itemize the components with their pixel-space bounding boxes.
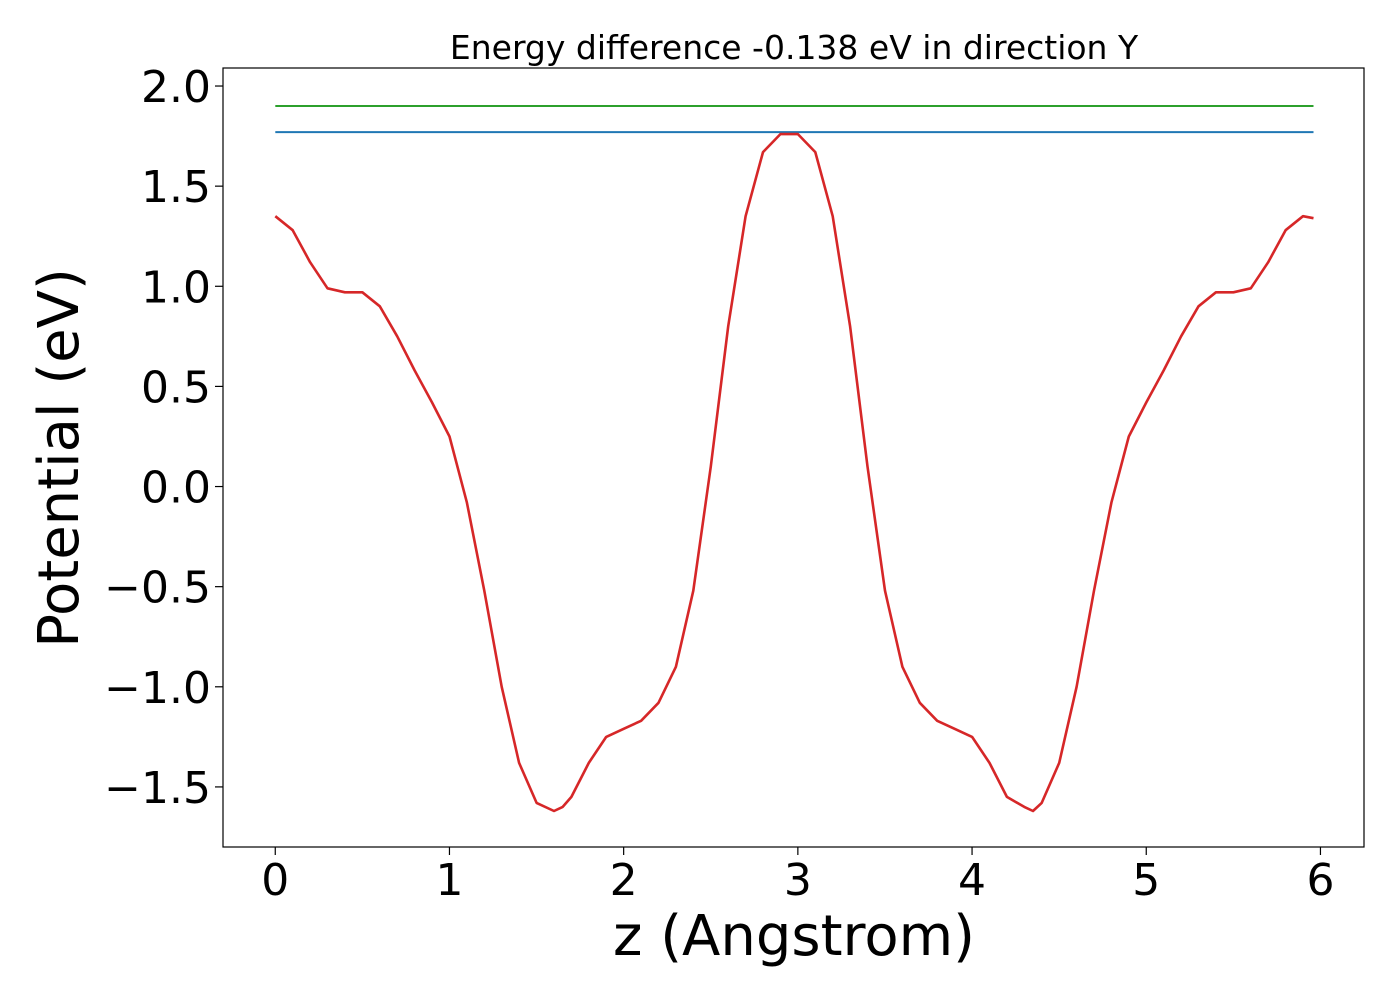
y-tick-label: 2.0 xyxy=(141,62,211,113)
y-tick-label: 1.5 xyxy=(141,162,211,213)
y-tick-label: 0.0 xyxy=(141,463,211,514)
plot-frame xyxy=(222,67,1365,848)
y-axis-label: Potential (eV) xyxy=(27,268,92,648)
y-tick-label: −1.5 xyxy=(104,763,211,814)
x-tick-label: 1 xyxy=(435,855,463,906)
y-tick-label: 1.0 xyxy=(141,262,211,313)
x-tick-label: 5 xyxy=(1132,855,1160,906)
x-tick-label: 6 xyxy=(1306,855,1334,906)
plot-area: 0 1 2 3 4 5 6 −1.5 −1.0 −0.5 0.0 0.5 1.0 1.5 2.0 xyxy=(104,62,1365,906)
y-tick-label: −1.0 xyxy=(104,663,211,714)
x-tick-label: 4 xyxy=(958,855,986,906)
y-tick-label: −0.5 xyxy=(104,563,211,614)
series-line-2 xyxy=(274,132,1314,813)
x-axis-label: z (Angstrom) xyxy=(613,904,975,969)
x-tick-label: 3 xyxy=(784,855,812,906)
chart-title: Energy difference -0.138 eV in direction… xyxy=(450,28,1139,67)
x-tick-label: 0 xyxy=(261,855,289,906)
x-tick-label: 2 xyxy=(610,855,638,906)
y-tick-label: 0.5 xyxy=(141,362,211,413)
